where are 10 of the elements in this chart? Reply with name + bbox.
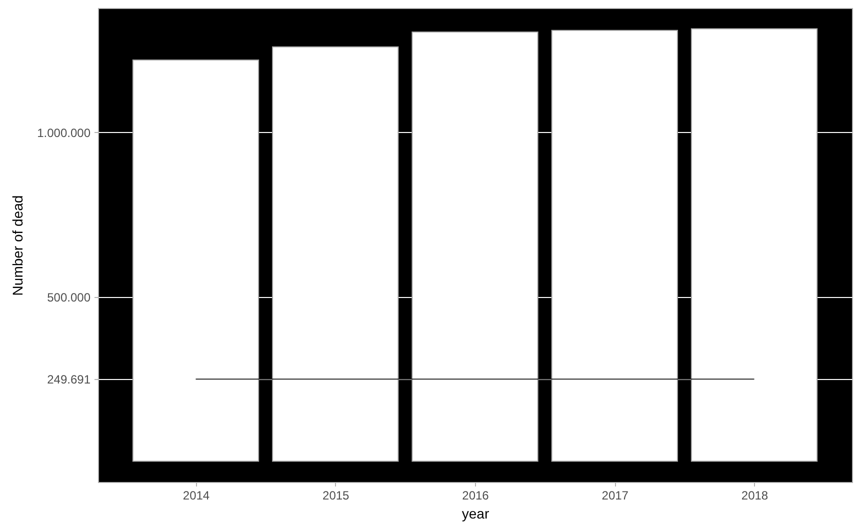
y-axis-title: Number of dead <box>10 195 26 296</box>
x-tick-label: 2017 <box>602 488 629 502</box>
x-axis-title: year <box>462 506 490 522</box>
x-tick-label: 2016 <box>462 488 490 502</box>
y-tick-label: 500.000 <box>47 290 91 304</box>
x-tick-label: 2015 <box>322 488 350 502</box>
y-tick-label: 249.691 <box>47 372 91 387</box>
y-tick-label: 1.000.000 <box>37 126 91 140</box>
x-tick-label: 2014 <box>182 488 210 502</box>
x-tick-label: 2018 <box>741 488 768 502</box>
